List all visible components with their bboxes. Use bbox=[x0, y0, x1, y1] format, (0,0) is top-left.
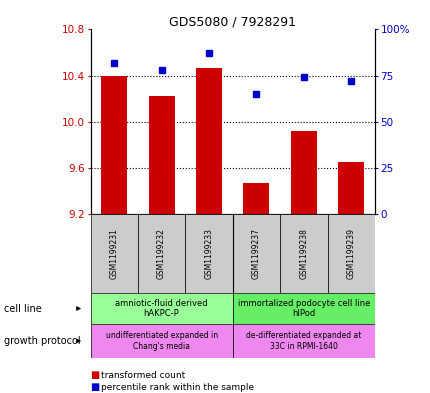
Bar bbox=[327, 214, 374, 293]
Text: cell line: cell line bbox=[4, 303, 42, 314]
Text: undifferentiated expanded in
Chang's media: undifferentiated expanded in Chang's med… bbox=[105, 331, 217, 351]
Text: immortalized podocyte cell line
hIPod: immortalized podocyte cell line hIPod bbox=[237, 299, 369, 318]
Bar bbox=[138, 214, 185, 293]
Bar bbox=[90, 324, 232, 358]
Bar bbox=[232, 324, 374, 358]
Bar bbox=[196, 68, 221, 214]
Title: GDS5080 / 7928291: GDS5080 / 7928291 bbox=[169, 15, 295, 28]
Text: ■: ■ bbox=[90, 382, 99, 392]
Bar bbox=[290, 131, 316, 214]
Text: GSM1199233: GSM1199233 bbox=[204, 228, 213, 279]
Text: GSM1199231: GSM1199231 bbox=[110, 228, 118, 279]
Text: percentile rank within the sample: percentile rank within the sample bbox=[101, 383, 254, 391]
Bar bbox=[232, 293, 374, 324]
Text: GSM1199239: GSM1199239 bbox=[346, 228, 355, 279]
Text: GSM1199232: GSM1199232 bbox=[157, 228, 166, 279]
Bar bbox=[148, 96, 174, 214]
Text: transformed count: transformed count bbox=[101, 371, 185, 380]
Bar bbox=[90, 293, 232, 324]
Bar bbox=[243, 183, 269, 214]
Text: de-differentiated expanded at
33C in RPMI-1640: de-differentiated expanded at 33C in RPM… bbox=[246, 331, 361, 351]
Bar bbox=[232, 214, 280, 293]
Bar bbox=[90, 214, 138, 293]
Text: amniotic-fluid derived
hAKPC-P: amniotic-fluid derived hAKPC-P bbox=[115, 299, 207, 318]
Bar bbox=[101, 75, 127, 214]
Text: GSM1199238: GSM1199238 bbox=[299, 228, 307, 279]
Text: GSM1199237: GSM1199237 bbox=[252, 228, 260, 279]
Text: ■: ■ bbox=[90, 370, 99, 380]
Bar bbox=[185, 214, 232, 293]
Bar bbox=[338, 162, 363, 214]
Bar bbox=[280, 214, 327, 293]
Text: growth protocol: growth protocol bbox=[4, 336, 81, 346]
